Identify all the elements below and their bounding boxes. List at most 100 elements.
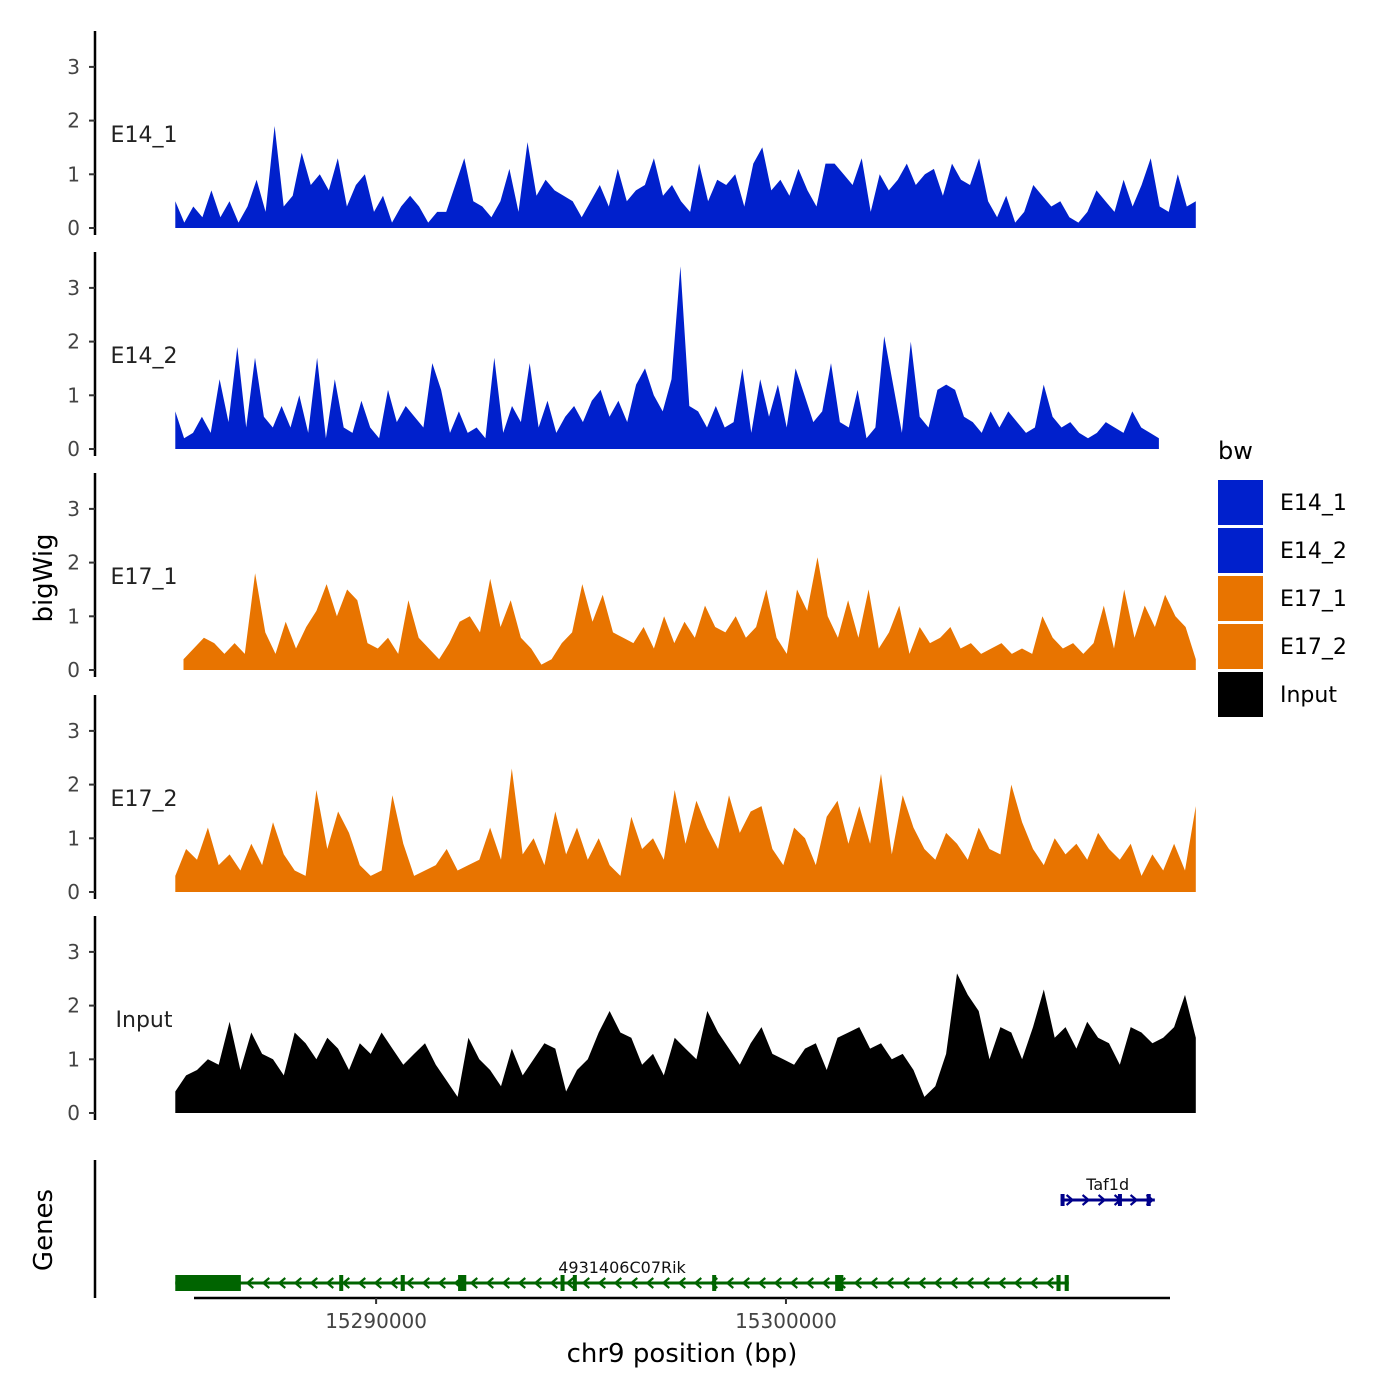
strand-arrow	[357, 1277, 366, 1289]
y-tick-label: 1	[67, 1047, 80, 1071]
strand-arrow	[645, 1277, 654, 1289]
strand-arrow	[485, 1277, 494, 1289]
strand-arrow	[1029, 1277, 1038, 1289]
gene-exon	[560, 1275, 565, 1291]
track-E17_1: 0 1 2 3 E17_1	[67, 473, 1196, 682]
gene-exon	[572, 1275, 577, 1291]
strand-arrow	[885, 1277, 894, 1289]
strand-arrow	[965, 1277, 974, 1289]
strand-arrow	[821, 1277, 830, 1289]
y-tick-label: 3	[67, 719, 80, 743]
gene-label: 4931406C07Rik	[558, 1258, 686, 1277]
track-E14_1: 0 1 2 3 E14_1	[67, 31, 1196, 240]
strand-arrow	[437, 1277, 446, 1289]
gene-exon	[1146, 1194, 1151, 1206]
gene-exon	[1056, 1275, 1061, 1291]
track-Input: 0 1 2 3 Input	[67, 916, 1196, 1125]
legend-label-Input: Input	[1280, 683, 1337, 708]
legend-label-E17_2: E17_2	[1280, 635, 1347, 660]
gene-exon	[712, 1275, 717, 1291]
y-tick-label: 3	[67, 497, 80, 521]
strand-arrow	[725, 1277, 734, 1289]
strand-arrow	[677, 1277, 686, 1289]
strand-arrow	[293, 1277, 302, 1289]
track-E17_2: 0 1 2 3 E17_2	[67, 695, 1196, 904]
y-tick-label: 0	[67, 658, 80, 682]
strand-arrow	[533, 1277, 542, 1289]
strand-arrow	[629, 1277, 638, 1289]
y-tick-label: 3	[67, 940, 80, 964]
strand-arrow	[389, 1277, 398, 1289]
strand-arrow	[805, 1277, 814, 1289]
strand-arrow	[789, 1277, 798, 1289]
y-tick-label: 1	[67, 604, 80, 628]
track-label: E14_1	[111, 123, 178, 148]
strand-arrow	[997, 1277, 1006, 1289]
strand-arrow	[1065, 1194, 1075, 1206]
y-tick-label: 0	[67, 1101, 80, 1125]
strand-arrow	[261, 1277, 270, 1289]
strand-arrow	[853, 1277, 862, 1289]
y-tick-label: 2	[67, 551, 80, 575]
y-tick-label: 3	[67, 276, 80, 300]
strand-arrow	[405, 1277, 414, 1289]
strand-arrow	[581, 1277, 590, 1289]
y-tick-label: 2	[67, 330, 80, 354]
strand-arrow	[1097, 1194, 1107, 1206]
gene-Taf1d: Taf1d	[1060, 1175, 1155, 1206]
legend-label-E14_1: E14_1	[1280, 491, 1347, 516]
x-tick-label: 15300000	[735, 1309, 837, 1333]
strand-arrow	[773, 1277, 782, 1289]
strand-arrow	[949, 1277, 958, 1289]
gene-exon	[1064, 1275, 1069, 1291]
gene-exon	[1060, 1194, 1065, 1206]
legend-swatch-E17_2	[1218, 624, 1263, 669]
strand-arrow	[757, 1277, 766, 1289]
strand-arrow	[693, 1277, 702, 1289]
signal-area-E17_2	[175, 768, 1196, 892]
gene-exon	[835, 1275, 844, 1291]
y-tick-label: 1	[67, 826, 80, 850]
legend-label-E14_2: E14_2	[1280, 539, 1347, 564]
gene-exon	[175, 1275, 241, 1291]
track-label: E17_1	[111, 565, 178, 590]
gene-exon	[1117, 1194, 1122, 1206]
y-tick-label: 2	[67, 109, 80, 133]
strand-arrow	[245, 1277, 254, 1289]
gene-label: Taf1d	[1085, 1175, 1129, 1194]
strand-arrow	[933, 1277, 942, 1289]
signal-area-E14_1	[175, 126, 1196, 228]
strand-arrow	[597, 1277, 606, 1289]
strand-arrow	[741, 1277, 750, 1289]
strand-arrow	[421, 1277, 430, 1289]
legend-swatch-E14_2	[1218, 528, 1263, 573]
track-label: Input	[116, 1008, 173, 1033]
x-tick-label: 15290000	[325, 1309, 427, 1333]
legend-swatch-Input	[1218, 672, 1263, 717]
y-tick-label: 0	[67, 880, 80, 904]
strand-arrow	[613, 1277, 622, 1289]
strand-arrow	[1081, 1194, 1091, 1206]
legend-swatch-E14_1	[1218, 480, 1263, 525]
strand-arrow	[373, 1277, 382, 1289]
track-label: E14_2	[111, 344, 178, 369]
y-tick-label: 2	[67, 994, 80, 1018]
x-axis-title: chr9 position (bp)	[567, 1339, 798, 1369]
strand-arrow	[325, 1277, 334, 1289]
gene-exon	[339, 1275, 344, 1291]
strand-arrow	[565, 1277, 574, 1289]
strand-arrow	[517, 1277, 526, 1289]
strand-arrow	[277, 1277, 286, 1289]
strand-arrow	[1045, 1277, 1054, 1289]
genes-axis-title: Genes	[29, 1189, 59, 1271]
y-tick-label: 1	[67, 383, 80, 407]
strand-arrow	[501, 1277, 510, 1289]
strand-arrow	[341, 1277, 350, 1289]
gene-4931406C07Rik: 4931406C07Rik	[175, 1258, 1069, 1291]
strand-arrow	[917, 1277, 926, 1289]
legend-title: bw	[1218, 437, 1253, 465]
strand-arrow	[549, 1277, 558, 1289]
signal-area-Input	[175, 973, 1196, 1113]
